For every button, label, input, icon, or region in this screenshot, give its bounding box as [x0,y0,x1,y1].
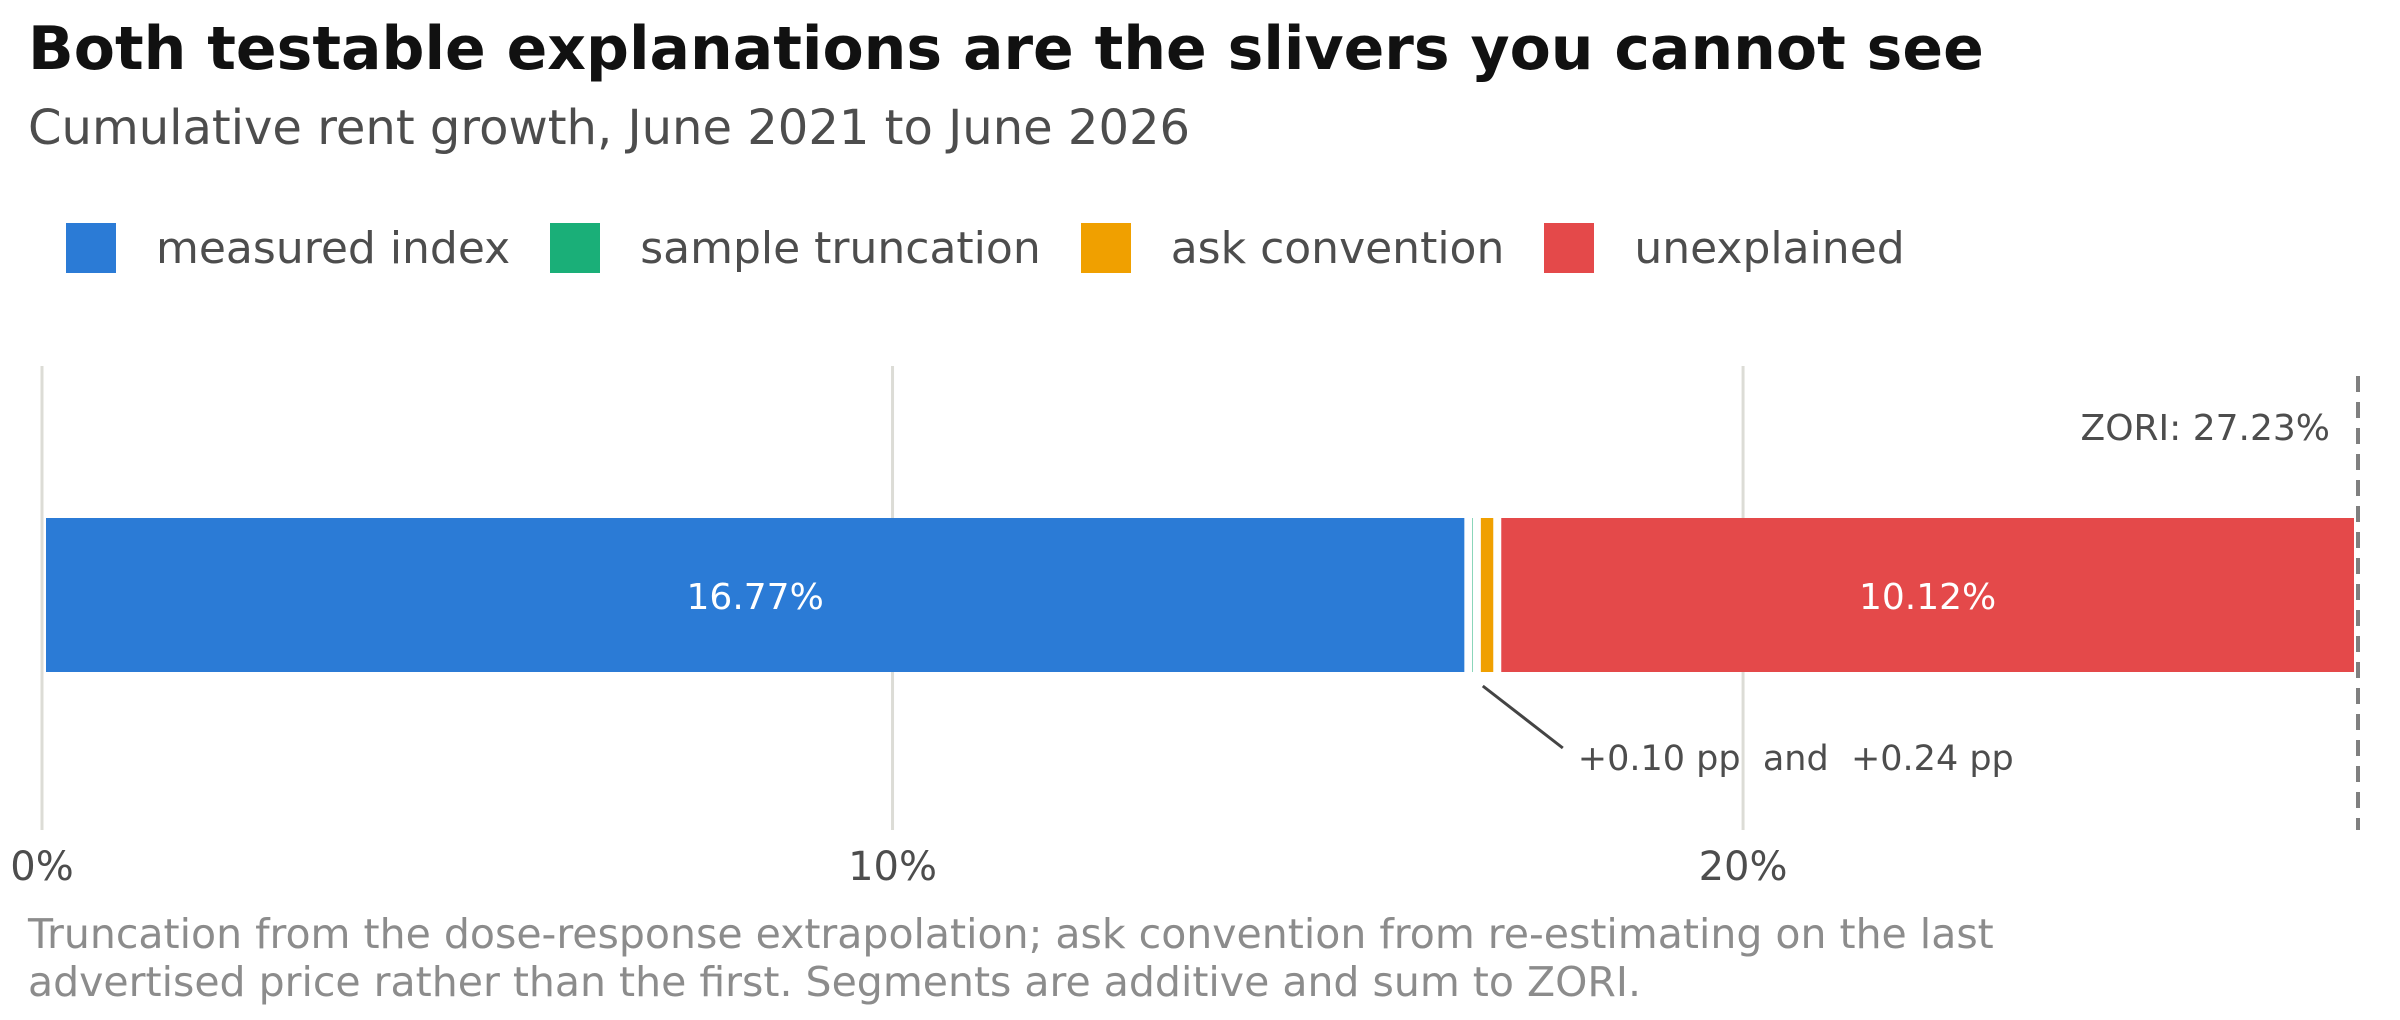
footnote-line: Truncation from the dose-response extrap… [28,910,1994,958]
x-tick-label: 0% [10,844,73,890]
legend-swatch [66,223,116,273]
chart-title: Both testable explanations are the slive… [28,14,1984,84]
footnote-line: advertised price rather than the first. … [28,958,1641,1006]
legend-label: ask convention [1170,222,1505,274]
stacked-bar-chart: 16.77% 10.12% ZORI: 27.23% +0.10 pp and +0.… [10,366,2360,890]
legend-label: measured index [156,222,511,274]
footnote: Truncation from the dose-response extrap… [28,910,1994,1006]
annotation-leader [1481,684,1564,750]
chart-subtitle: Cumulative rent growth, June 2021 to Jun… [28,100,1191,156]
bar-segment [1501,518,2354,672]
legend-swatch [1544,223,1595,273]
bar-segment [46,518,1465,672]
x-tick-label: 20% [1699,844,1788,890]
legend: measured index sample truncation ask con… [66,220,1945,276]
reference-line-label: ZORI: 27.23% [2081,408,2330,449]
legend-item-measured-index: measured index [66,223,510,274]
legend-item-ask-convention: ask convention [1080,222,1505,274]
legend-label: unexplained [1634,222,1905,274]
bar-segment [1472,518,1473,672]
x-tick-label: 10% [848,844,937,890]
legend-item-sample-truncation: sample truncation [550,223,1041,274]
annotation-text: +0.10 pp and +0.24 pp [1578,739,2014,779]
legend-item-unexplained: unexplained [1544,222,1905,274]
segment-value-label: 16.77% [687,577,824,618]
legend-swatch [550,223,601,273]
bar-segment [1480,518,1494,672]
legend-swatch [1080,223,1131,273]
segment-value-label: 10.12% [1859,577,1996,618]
legend-label: sample truncation [640,222,1041,274]
